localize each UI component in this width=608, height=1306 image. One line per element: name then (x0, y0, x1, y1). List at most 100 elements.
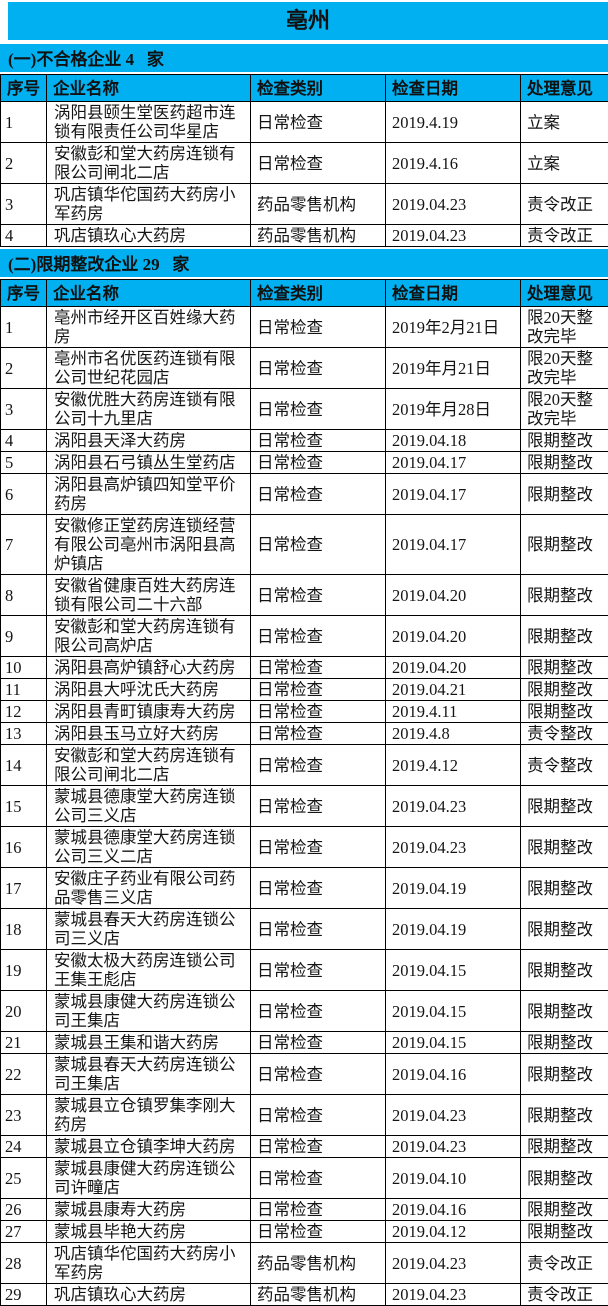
cell-company: 安徽彭和堂大药房连锁有限公司高炉店 (47, 616, 251, 657)
cell-action: 限期整改 (521, 786, 608, 827)
cell-inspection-type: 日常检查 (251, 348, 386, 389)
column-header-row: 序号企业名称检查类别检查日期处理意见 (1, 75, 608, 102)
cell-action: 限期整改 (521, 1032, 608, 1054)
cell-company: 安徽省健康百姓大药房连锁有限公司二十六部 (47, 575, 251, 616)
cell-inspection-date: 2019.04.17 (386, 452, 521, 474)
cell-action: 限期整改 (521, 1221, 608, 1243)
cell-action: 限期整改 (521, 909, 608, 950)
cell-company: 亳州市名优医药连锁有限公司世纪花园店 (47, 348, 251, 389)
cell-action: 限20天整改完毕 (521, 307, 608, 348)
cell-inspection-type: 日常检查 (251, 1054, 386, 1095)
cell-no: 3 (1, 389, 47, 430)
cell-company: 蒙城县德康堂大药房连锁公司三义二店 (47, 827, 251, 868)
cell-company: 涡阳县玉马立好大药房 (47, 723, 251, 745)
cell-inspection-date: 2019.04.21 (386, 679, 521, 701)
column-header-type: 检查类别 (251, 280, 386, 307)
cell-company: 蒙城县康寿大药房 (47, 1199, 251, 1221)
cell-company: 巩店镇玖心大药房 (47, 1284, 251, 1306)
cell-action: 限20天整改完毕 (521, 389, 608, 430)
cell-no: 1 (1, 307, 47, 348)
column-header-no: 序号 (1, 280, 47, 307)
cell-inspection-type: 药品零售机构 (251, 225, 386, 247)
cell-action: 限期整改 (521, 868, 608, 909)
cell-company: 安徽彭和堂大药房连锁有限公司闸北二店 (47, 143, 251, 184)
cell-no: 18 (1, 909, 47, 950)
cell-no: 28 (1, 1243, 47, 1284)
cell-inspection-date: 2019.4.11 (386, 701, 521, 723)
cell-inspection-type: 日常检查 (251, 1095, 386, 1136)
cell-inspection-type: 日常检查 (251, 575, 386, 616)
cell-inspection-type: 日常检查 (251, 1136, 386, 1158)
cell-no: 6 (1, 474, 47, 515)
cell-inspection-type: 日常检查 (251, 452, 386, 474)
cell-action: 限期整改 (521, 430, 608, 452)
cell-action: 限期整改 (521, 1158, 608, 1199)
cell-action: 限期整改 (521, 657, 608, 679)
page-title: 亳州 (8, 2, 608, 40)
cell-inspection-type: 日常检查 (251, 868, 386, 909)
cell-company: 蒙城县立仓镇李坤大药房 (47, 1136, 251, 1158)
cell-no: 24 (1, 1136, 47, 1158)
cell-inspection-date: 2019.04.23 (386, 1136, 521, 1158)
cell-action: 限期整改 (521, 616, 608, 657)
cell-no: 15 (1, 786, 47, 827)
cell-inspection-type: 日常检查 (251, 991, 386, 1032)
cell-company: 蒙城县毕艳大药房 (47, 1221, 251, 1243)
cell-inspection-date: 2019.04.15 (386, 950, 521, 991)
cell-company: 安徽太极大药房连锁公司王集王彪店 (47, 950, 251, 991)
cell-inspection-date: 2019.04.15 (386, 991, 521, 1032)
cell-company: 蒙城县康健大药房连锁公司许疃店 (47, 1158, 251, 1199)
cell-inspection-date: 2019.04.15 (386, 1032, 521, 1054)
cell-action: 限20天整改完毕 (521, 348, 608, 389)
cell-no: 16 (1, 827, 47, 868)
cell-inspection-type: 日常检查 (251, 745, 386, 786)
cell-no: 8 (1, 575, 47, 616)
cell-company: 蒙城县春天大药房连锁公司三义店 (47, 909, 251, 950)
cell-action: 限期整改 (521, 827, 608, 868)
cell-inspection-type: 日常检查 (251, 1221, 386, 1243)
cell-inspection-date: 2019.04.16 (386, 1054, 521, 1095)
column-header-action: 处理意见 (521, 75, 608, 102)
cell-inspection-date: 2019.04.23 (386, 1284, 521, 1306)
cell-inspection-date: 2019.04.23 (386, 1243, 521, 1284)
cell-inspection-date: 2019.04.23 (386, 786, 521, 827)
cell-company: 蒙城县春天大药房连锁公司王集店 (47, 1054, 251, 1095)
cell-no: 9 (1, 616, 47, 657)
section-header: (二)限期整改企业 29 家 (0, 249, 608, 277)
column-header-name: 企业名称 (47, 280, 251, 307)
cell-no: 3 (1, 184, 47, 225)
cell-action: 限期整改 (521, 515, 608, 575)
column-header-row: 序号企业名称检查类别检查日期处理意见 (1, 280, 608, 307)
cell-action: 责令改正 (521, 1284, 608, 1306)
cell-action: 限期整改 (521, 679, 608, 701)
cell-inspection-type: 日常检查 (251, 389, 386, 430)
cell-action: 责令整改 (521, 723, 608, 745)
cell-no: 2 (1, 143, 47, 184)
cell-inspection-date: 2019.4.8 (386, 723, 521, 745)
cell-inspection-type: 日常检查 (251, 723, 386, 745)
cell-no: 22 (1, 1054, 47, 1095)
cell-no: 25 (1, 1158, 47, 1199)
cell-action: 限期整改 (521, 452, 608, 474)
cell-action: 限期整改 (521, 991, 608, 1032)
cell-inspection-type: 药品零售机构 (251, 1243, 386, 1284)
cell-no: 2 (1, 348, 47, 389)
cell-inspection-type: 日常检查 (251, 474, 386, 515)
